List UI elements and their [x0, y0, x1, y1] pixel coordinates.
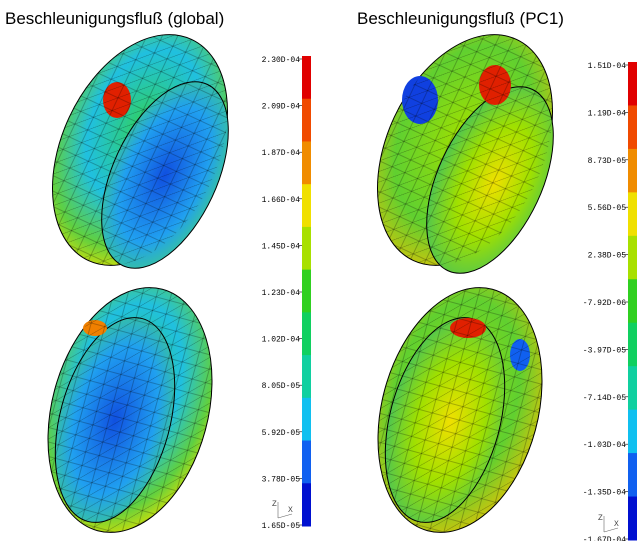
left-plots	[18, 6, 263, 541]
colorbar-segment	[628, 236, 637, 280]
colorbar-label: 1.02D-04	[262, 336, 301, 345]
colorbar-segment	[302, 184, 311, 227]
mesh	[352, 269, 567, 541]
colorbar-label: -1.67D-04	[583, 536, 626, 541]
colorbar-segment	[628, 105, 637, 149]
colorbar-segment	[628, 323, 637, 367]
colorbar-label: 1.66D-04	[262, 196, 301, 205]
mesh	[22, 269, 237, 541]
colorbar-segment	[628, 279, 637, 323]
colorbar-segment	[302, 141, 311, 184]
triad-label: Z	[598, 514, 603, 523]
colorbar-label: 3.78D-05	[262, 475, 301, 484]
colorbar-segment	[628, 149, 637, 193]
colorbar-label: 1.51D-04	[588, 62, 627, 71]
colorbar-label: 8.05D-05	[262, 382, 301, 391]
colorbar-segment	[302, 99, 311, 142]
colorbar-segment	[628, 497, 637, 541]
colorbar-label: -1.35D-04	[583, 489, 626, 498]
colorbar-segment	[302, 398, 311, 441]
colorbar-segment	[302, 270, 311, 313]
colorbar-segment	[628, 453, 637, 497]
colorbar-segment	[302, 227, 311, 270]
panel-title: Beschleunigungsfluß (PC1)	[357, 9, 564, 28]
colorbar-segment	[302, 56, 311, 99]
colorbar-label: 2.30D-04	[262, 56, 301, 65]
colorbar-label: 8.73D-05	[588, 157, 627, 166]
panel-title: Beschleunigungsfluß (global)	[5, 9, 224, 28]
colorbar-segment	[302, 483, 311, 526]
triad-label: Z	[272, 500, 277, 509]
colorbar-segment	[628, 410, 637, 454]
triad-label: X	[288, 506, 293, 515]
colorbar-label: 1.19D-04	[588, 109, 627, 118]
colorbar-segment	[302, 355, 311, 398]
colorbar-label: 1.65D-05	[262, 522, 301, 531]
colorbar-label: 2.38D-05	[588, 252, 627, 261]
colorbar-segment	[628, 366, 637, 410]
colorbar-label: 1.87D-04	[262, 149, 301, 158]
colorbar-label: 5.56D-05	[588, 204, 627, 213]
colorbar-segment	[628, 62, 637, 106]
colorbar-label: -7.14D-05	[583, 394, 626, 403]
colorbar-label: -1.03D-04	[583, 441, 626, 450]
figure: Beschleunigungsfluß (global) 2.30D-04 2.09…	[0, 0, 639, 541]
triad-label: X	[614, 520, 619, 529]
colorbar-label: -7.92D-06	[583, 299, 626, 308]
right-plots	[343, 6, 588, 541]
colorbar-segment	[302, 441, 311, 484]
colorbar-label: 1.45D-04	[262, 242, 301, 251]
colorbar-segment	[302, 312, 311, 355]
colorbar-label: 5.92D-05	[262, 429, 301, 438]
colorbar-label: 2.09D-04	[262, 103, 301, 112]
colorbar-label: 1.23D-04	[262, 289, 301, 298]
colorbar-segment	[628, 192, 637, 236]
colorbar-label: -3.97D-05	[583, 346, 626, 355]
